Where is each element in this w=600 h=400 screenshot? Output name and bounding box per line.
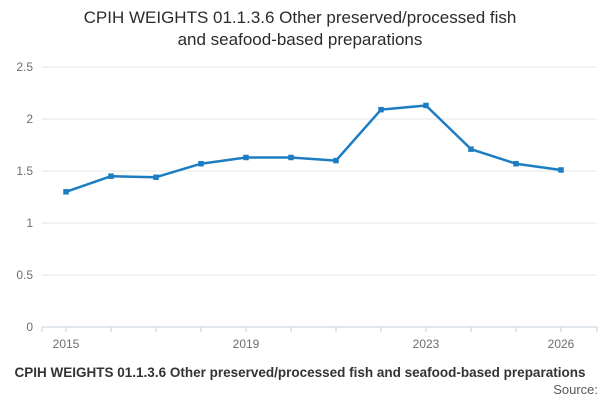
source-label: Source: — [553, 382, 598, 397]
y-tick-label: 2 — [26, 112, 33, 126]
data-point-marker — [153, 174, 159, 180]
data-point-marker — [468, 146, 474, 152]
x-tick-label: 2023 — [413, 337, 440, 351]
y-tick-label: 0.5 — [16, 268, 33, 282]
chart-title: CPIH WEIGHTS 01.1.3.6 Other preserved/pr… — [83, 8, 517, 49]
data-point-marker — [378, 106, 384, 113]
data-point-marker — [423, 102, 429, 109]
x-tick-label: 2019 — [233, 337, 260, 351]
data-point-marker — [243, 154, 249, 161]
x-tick-label: 2015 — [53, 337, 80, 351]
data-point-marker — [108, 173, 114, 179]
data-point-marker — [288, 154, 294, 161]
series-line — [64, 104, 563, 194]
data-point-marker — [63, 189, 69, 195]
y-tick-label: 1 — [26, 216, 33, 230]
data-point-marker — [198, 160, 204, 167]
x-tick-label: 2026 — [548, 337, 575, 351]
y-tick-label: 0 — [26, 320, 33, 334]
footer-caption: CPIH WEIGHTS 01.1.3.6 Other preserved/pr… — [14, 365, 586, 380]
y-tick-label: 1.5 — [16, 164, 33, 178]
data-point-marker — [558, 167, 564, 173]
data-point-marker — [333, 157, 339, 164]
data-point-marker — [513, 160, 519, 167]
y-tick-label: 2.5 — [16, 60, 33, 74]
line-chart-canvas: 0 0.5 1 1.5 2 2.5 2015 2019 2023 2026 — [16, 60, 598, 351]
